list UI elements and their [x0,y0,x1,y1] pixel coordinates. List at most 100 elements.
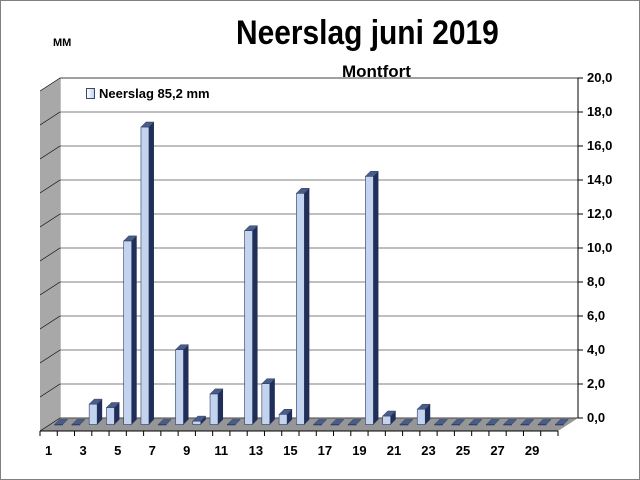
bar-side [97,399,103,425]
bar-top [140,121,155,128]
bar-face [244,230,253,425]
y-tick-label: 4,0 [587,342,605,357]
bar-top [485,419,500,425]
y-tick-label: 14,0 [587,172,612,187]
x-tick-label: 1 [45,443,52,458]
bar [54,419,69,426]
bar [209,388,224,425]
bar-face [106,407,115,425]
bar-top [261,378,276,384]
y-tick-label: 2,0 [587,376,605,391]
chart-subtitle: Montfort [342,62,411,81]
bar [382,410,397,425]
x-tick-label: 29 [525,443,539,458]
gridline-side [39,145,61,160]
bar-top [416,403,431,410]
bar-face [382,415,392,425]
bar-top [502,419,518,425]
bar-top [209,388,224,395]
bar-side [425,404,431,425]
gridline-side [39,417,61,432]
y-tick-label: 6,0 [587,308,605,323]
bar-top [174,344,190,350]
bar [451,419,466,426]
bar-top [295,188,310,194]
x-tick-label: 9 [183,443,190,458]
x-tick-label: 21 [387,443,401,458]
bar-face [123,240,132,425]
bar-side [218,388,224,425]
bar-side [373,171,379,425]
x-tick-label: 27 [490,443,504,458]
gridline-side [39,383,61,398]
gridline-side [39,213,61,228]
bar-face [175,349,184,425]
bar-side [114,402,120,425]
bar-top [243,225,259,231]
gridline-side [39,247,61,262]
bar-side [131,235,137,425]
gridline-side [39,77,61,92]
gridline-side [39,349,61,364]
bar-top [399,419,414,425]
bar-side [252,225,258,425]
bar [330,419,345,426]
bar-side [390,411,396,425]
y-tick-label: 0,0 [587,410,605,425]
bar-side [148,122,154,425]
bar [157,419,172,426]
bar-top [382,410,397,417]
bar-top [157,419,172,425]
bar-top [433,419,449,425]
bar [243,225,259,425]
bar-top [537,419,552,425]
x-tick-label: 17 [318,443,332,458]
bar [123,235,138,425]
x-tick-label: 25 [456,443,470,458]
x-tick-label: 15 [283,443,297,458]
x-tick-label: 19 [352,443,366,458]
bar [502,419,518,426]
bar-face [416,408,426,425]
bar [416,403,431,425]
bar [174,344,190,425]
bar-face [278,413,288,425]
bar-face [140,126,150,425]
y-tick-label: 20,0 [587,70,612,85]
bar-top [520,419,535,425]
bar [261,378,276,425]
x-tick-label: 5 [114,443,121,458]
bar-side [200,416,206,425]
y-tick-label: 10,0 [587,240,612,255]
bar [468,419,483,426]
bar-face [192,420,202,425]
bar-face [365,176,374,425]
x-tick-label: 23 [421,443,435,458]
bar-top [451,419,466,425]
bar-side [269,378,275,425]
y-tick-label: 12,0 [587,206,612,221]
bar-top [554,419,569,425]
bar [105,402,121,425]
bar [313,419,328,426]
bar [71,419,86,426]
bar-top [192,415,207,422]
bar [347,419,362,426]
bar-face [88,403,98,425]
bar [226,419,241,426]
gridline-side [39,179,61,194]
bar [399,419,414,426]
y-tick-label: 16,0 [587,138,612,153]
y-tick-label: 18,0 [587,104,612,119]
x-tick-label: 3 [80,443,87,458]
bar-side [304,188,310,425]
bar-top [347,419,362,425]
bar-top [364,171,380,177]
bar-side [183,344,189,425]
gridline-side [39,281,61,296]
bar-face [209,393,219,425]
bar [192,415,207,425]
bar [537,419,552,426]
bar-top [54,419,69,425]
